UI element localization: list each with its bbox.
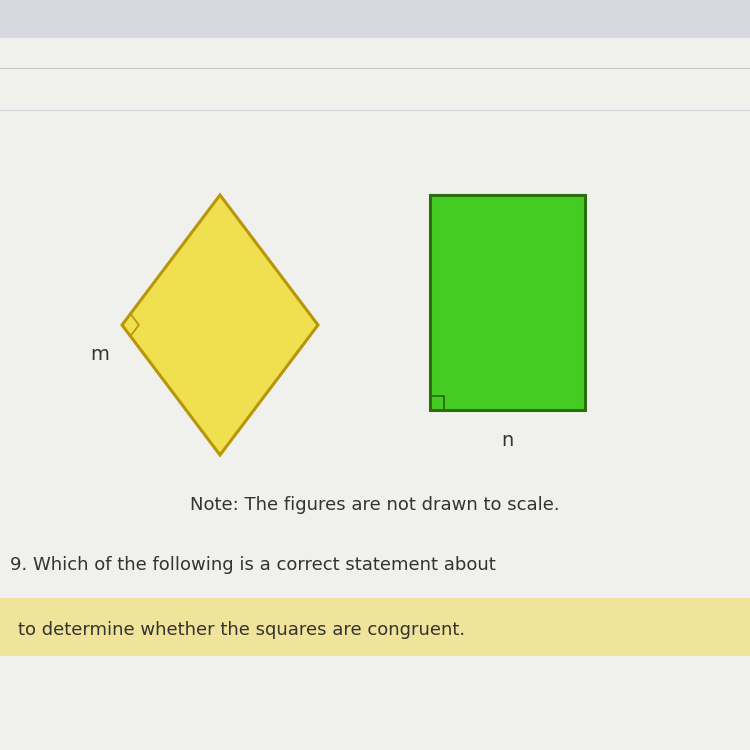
Text: m: m [91,346,110,364]
Bar [0,0,750,38]
Bar [0,598,750,656]
Bar [430,195,585,410]
Text: n: n [501,430,514,449]
Text: to determine whether the squares are congruent.: to determine whether the squares are con… [18,621,465,639]
Text: Note: The figures are not drawn to scale.: Note: The figures are not drawn to scale… [190,496,560,514]
Text: 9. Which of the following is a correct statement about: 9. Which of the following is a correct s… [10,556,496,574]
Polygon shape [122,195,318,455]
